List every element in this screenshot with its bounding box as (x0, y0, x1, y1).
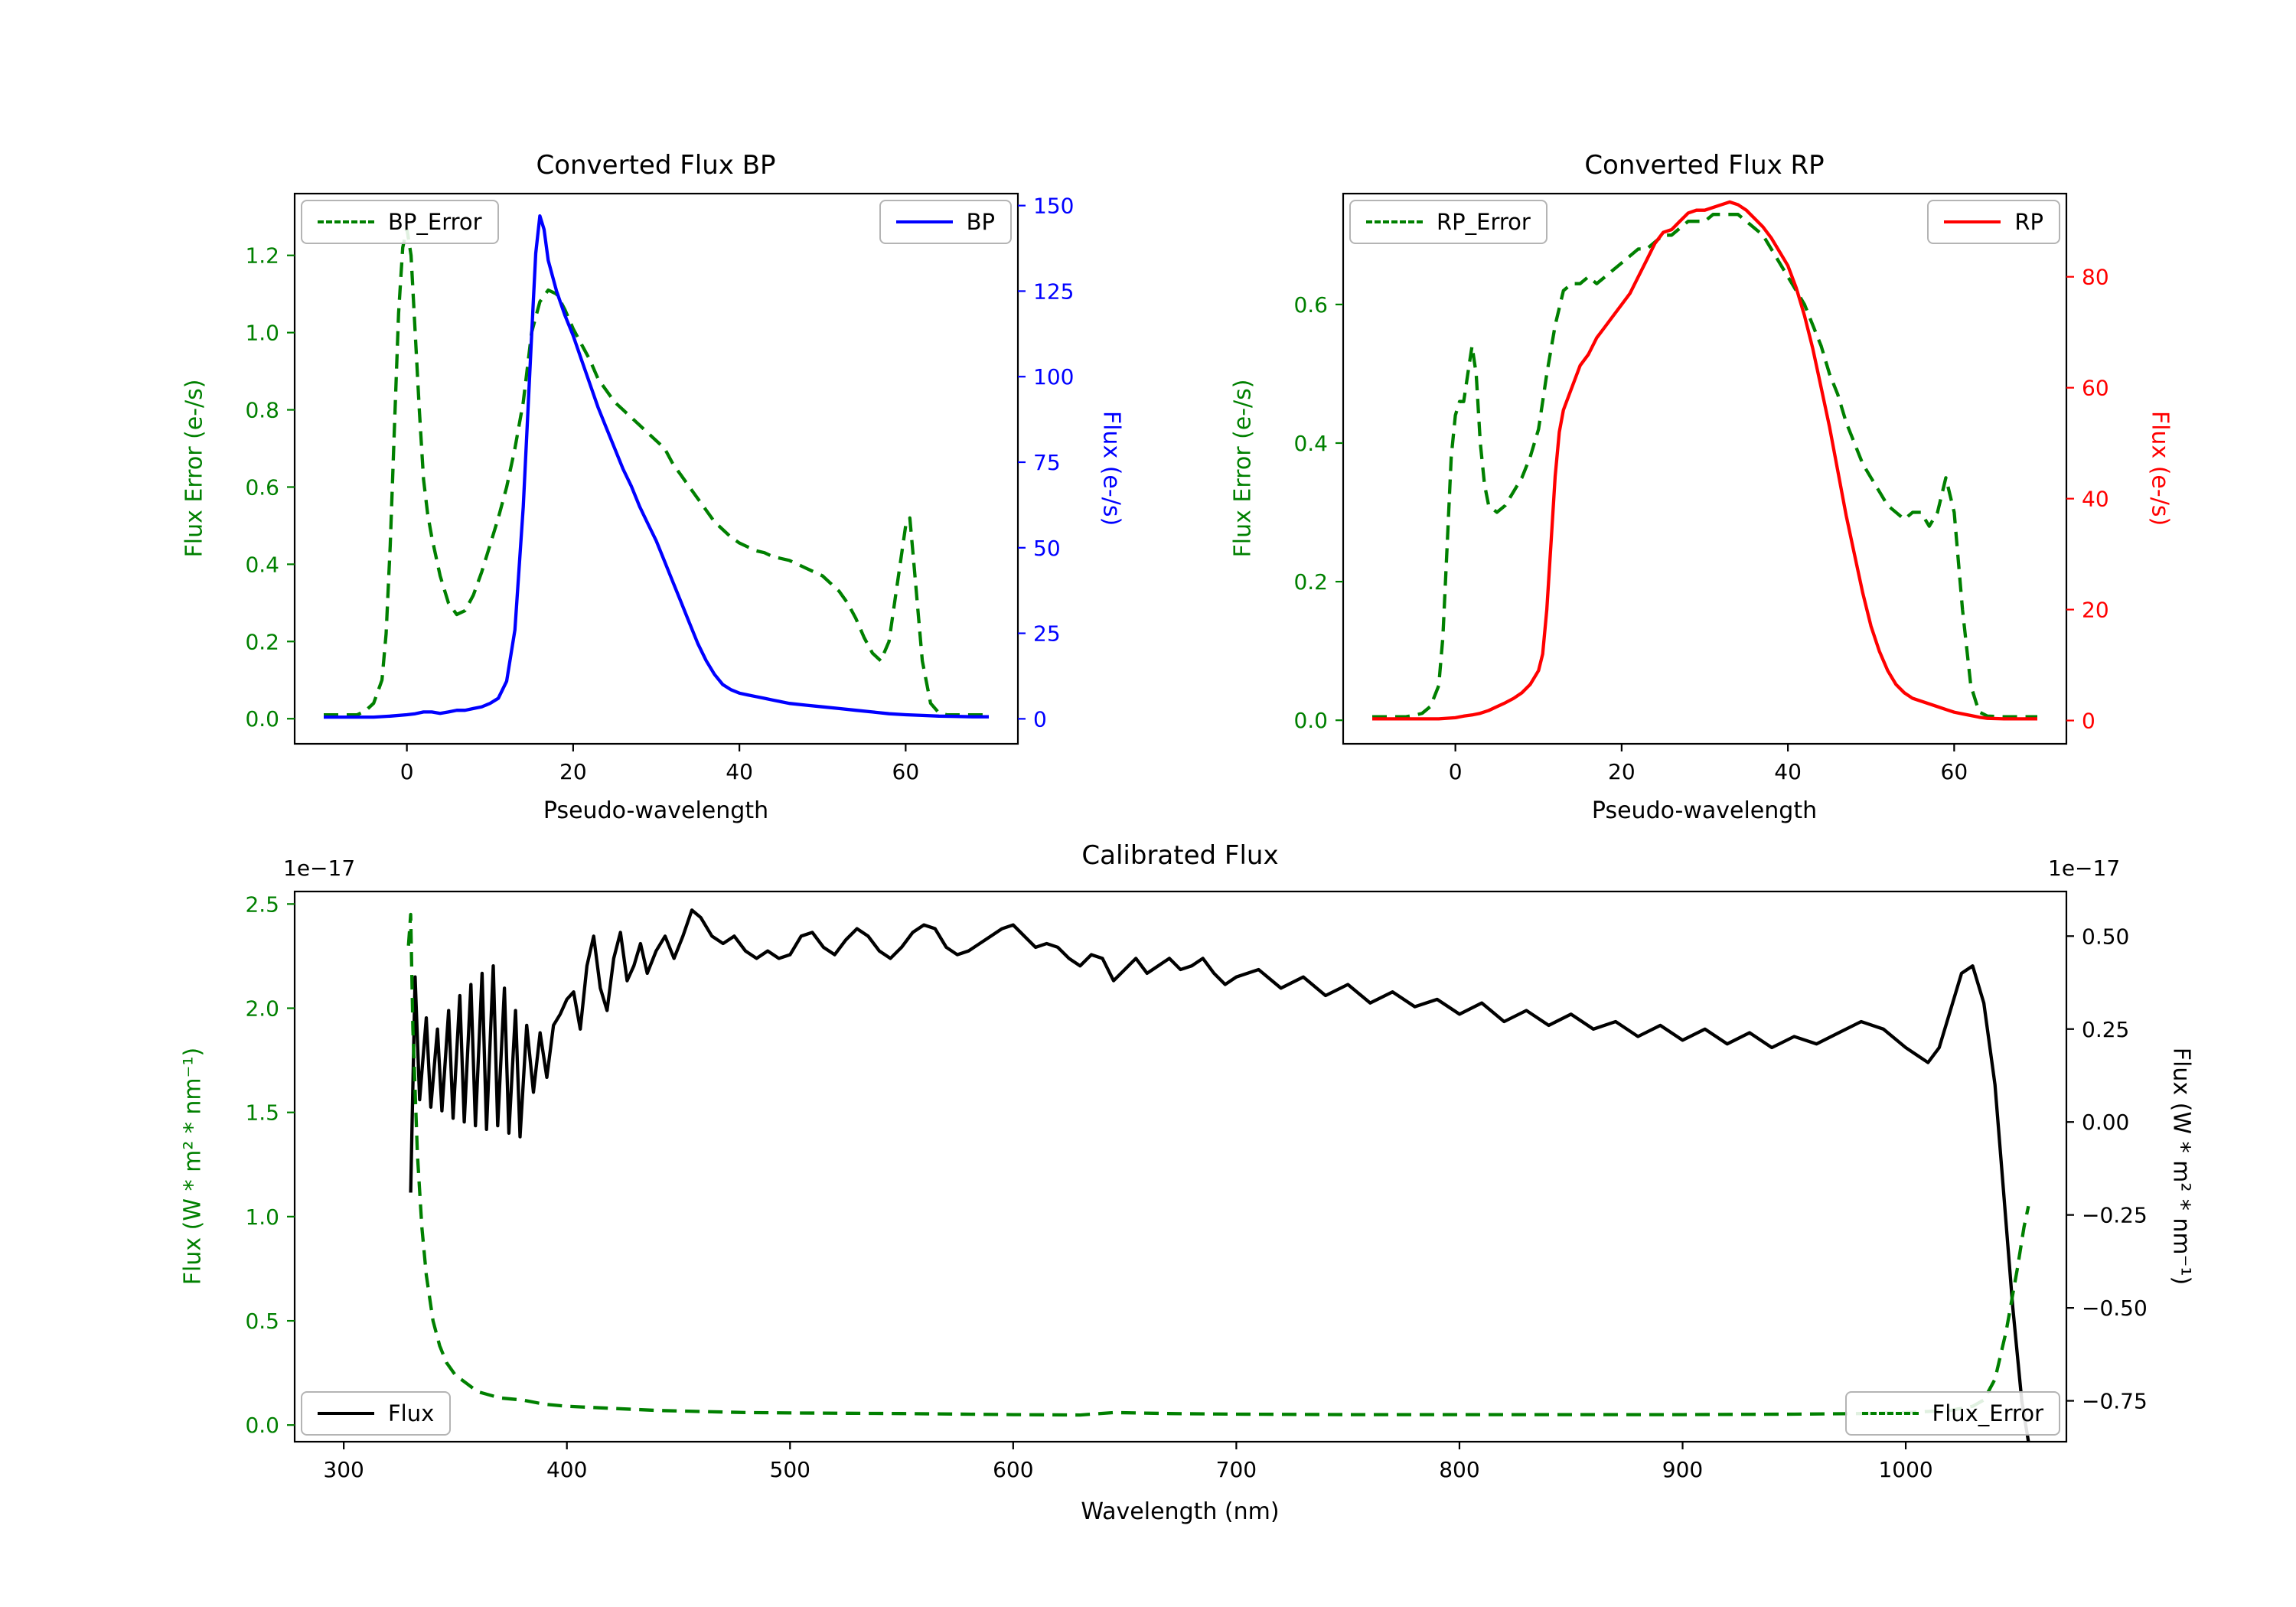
cal-left-y-tick-label: 0.5 (245, 1309, 279, 1334)
bp-left-y-tick-label: 0.8 (245, 398, 279, 423)
bp-right-y-tick-label: 100 (1033, 364, 1074, 390)
bp-left-y-tick-label: 0.4 (245, 552, 279, 577)
rp-error-legend-label: RP_Error (1437, 209, 1531, 235)
cal-right-axis-offset: 1e−17 (2048, 856, 2121, 881)
bp-right-y-tick-label: 0 (1033, 706, 1047, 732)
rp-left-y-tick-label: 0.4 (1293, 431, 1328, 456)
bp-x-tick-label: 20 (559, 759, 587, 784)
bp-left-y-tick-label: 0.0 (245, 706, 279, 732)
bp-series-bp (324, 214, 989, 719)
bp-error-legend-line-sample (318, 220, 374, 223)
bp-left-y-tick-label: 1.0 (245, 321, 279, 346)
cal-plot-area: 300 400 500 600 700 800 900 1000 0.0 0.5 1.0 1.5 2.0… (245, 890, 2148, 1482)
bp-legend-label: BP (966, 209, 995, 235)
flux-legend-line-sample (318, 1412, 374, 1415)
cal-xaxis-label: Wavelength (nm) (1081, 1498, 1280, 1525)
bp-left-y-tick-label: 1.2 (245, 243, 279, 269)
rp-right-y-tick-label: 40 (2082, 487, 2109, 512)
cal-right-y-tick-label: −0.50 (2082, 1296, 2148, 1321)
rp-right-y-tick-label: 0 (2082, 709, 2095, 734)
cal-left-axis-offset: 1e−17 (283, 856, 356, 881)
cal-chart-title: Calibrated Flux (1081, 840, 1279, 871)
bp-x-tick-label: 0 (400, 759, 414, 784)
bp-legend-line-sample (895, 220, 953, 223)
flux-legend: Flux (301, 1391, 452, 1436)
rp-right-y-tick-label: 80 (2082, 265, 2109, 290)
flux-error-legend-label: Flux_Error (1932, 1400, 2043, 1426)
rp-axes-frame (1342, 192, 2068, 745)
bp-chart-title: Converted Flux BP (536, 150, 776, 181)
rp-left-y-tick-label: 0.0 (1293, 708, 1328, 733)
rp-legend-label: RP (2014, 209, 2043, 235)
bp-left-y-tick-label: 0.2 (245, 629, 279, 654)
rp-x-tick-label: 40 (1774, 759, 1802, 784)
bp-left-yaxis-label: Flux Error (e-/s) (181, 379, 208, 558)
cal-x-tick-label: 300 (323, 1457, 364, 1482)
bp-right-y-tick-label: 75 (1033, 450, 1061, 475)
cal-right-y-tick-label: 0.25 (2082, 1017, 2129, 1042)
rp-plot-area: 0 20 40 60 0.0 0.2 0.4 0.6 0 20 40 60 80 (1293, 192, 2109, 784)
bp-right-y-tick-label: 50 (1033, 536, 1061, 561)
rp-right-y-tick-label: 60 (2082, 376, 2109, 401)
cal-left-y-tick-label: 2.0 (245, 996, 279, 1022)
cal-x-tick-label: 700 (1216, 1457, 1257, 1482)
cal-right-y-tick-label: −0.25 (2082, 1203, 2148, 1228)
cal-right-y-tick-label: −0.75 (2082, 1389, 2148, 1414)
cal-series-flux_error (406, 912, 2030, 1417)
bp-axes-frame (293, 192, 1019, 745)
bp-right-yaxis-label: Flux (e-/s) (1097, 410, 1125, 526)
rp-error-legend: RP_Error (1349, 200, 1548, 244)
flux-error-legend: Flux_Error (1844, 1391, 2060, 1436)
cal-left-y-tick-label: 1.0 (245, 1204, 279, 1230)
bp-x-tick-label: 60 (892, 759, 920, 784)
rp-left-y-tick-label: 0.6 (1293, 292, 1328, 318)
bp-xaxis-label: Pseudo-wavelength (543, 797, 769, 824)
bp-error-legend: BP_Error (301, 200, 499, 244)
cal-right-yaxis-label: Flux (W * m² * nm⁻¹) (2167, 1047, 2195, 1286)
rp-x-tick-label: 0 (1449, 759, 1463, 784)
rp-right-yaxis-label: Flux (e-/s) (2146, 410, 2174, 526)
cal-x-tick-label: 800 (1439, 1457, 1479, 1482)
cal-series-flux (409, 908, 2030, 1442)
cal-x-tick-label: 400 (546, 1457, 587, 1482)
bp-error-legend-label: BP_Error (388, 209, 482, 235)
rp-right-y-tick-label: 20 (2082, 598, 2109, 623)
rp-chart-title: Converted Flux RP (1584, 150, 1825, 181)
rp-left-y-tick-label: 0.2 (1293, 569, 1328, 595)
rp-legend: RP (1927, 200, 2060, 244)
bp-plot-area: 0 20 40 60 0.0 0.2 0.4 0.6 0.8 1.0 1.2 0 25 50 75 100 12… (245, 192, 1074, 784)
rp-left-yaxis-label: Flux Error (e-/s) (1229, 379, 1257, 558)
cal-right-y-tick-label: 0.00 (2082, 1110, 2129, 1135)
rp-error-legend-line-sample (1366, 220, 1423, 223)
cal-left-y-tick-label: 2.5 (245, 892, 279, 917)
cal-left-yaxis-label: Flux (W * m² * nm⁻¹) (179, 1047, 207, 1286)
cal-x-tick-label: 1000 (1878, 1457, 1932, 1482)
rp-x-tick-label: 60 (1941, 759, 1968, 784)
bp-series-bp_error (324, 227, 989, 717)
cal-axes-frame (293, 890, 2068, 1443)
bp-x-tick-label: 40 (726, 759, 753, 784)
rp-xaxis-label: Pseudo-wavelength (1591, 797, 1818, 824)
bp-right-y-tick-label: 125 (1033, 279, 1074, 304)
bp-right-y-tick-label: 150 (1033, 194, 1074, 219)
cal-right-y-tick-label: 0.50 (2082, 924, 2129, 949)
flux-error-legend-line-sample (1861, 1412, 1919, 1415)
rp-x-tick-label: 20 (1608, 759, 1636, 784)
cal-left-y-tick-label: 0.0 (245, 1413, 279, 1438)
bp-left-y-tick-label: 0.6 (245, 474, 279, 500)
cal-x-tick-label: 900 (1662, 1457, 1703, 1482)
rp-series-rp (1372, 200, 2037, 721)
rp-series-rp_error (1372, 213, 2037, 719)
bp-right-y-tick-label: 25 (1033, 621, 1061, 647)
cal-x-tick-label: 600 (993, 1457, 1033, 1482)
flux-legend-label: Flux (388, 1400, 435, 1426)
rp-legend-line-sample (1944, 220, 2001, 223)
bp-legend: BP (879, 200, 1012, 244)
cal-left-y-tick-label: 1.5 (245, 1100, 279, 1126)
cal-x-tick-label: 500 (770, 1457, 810, 1482)
